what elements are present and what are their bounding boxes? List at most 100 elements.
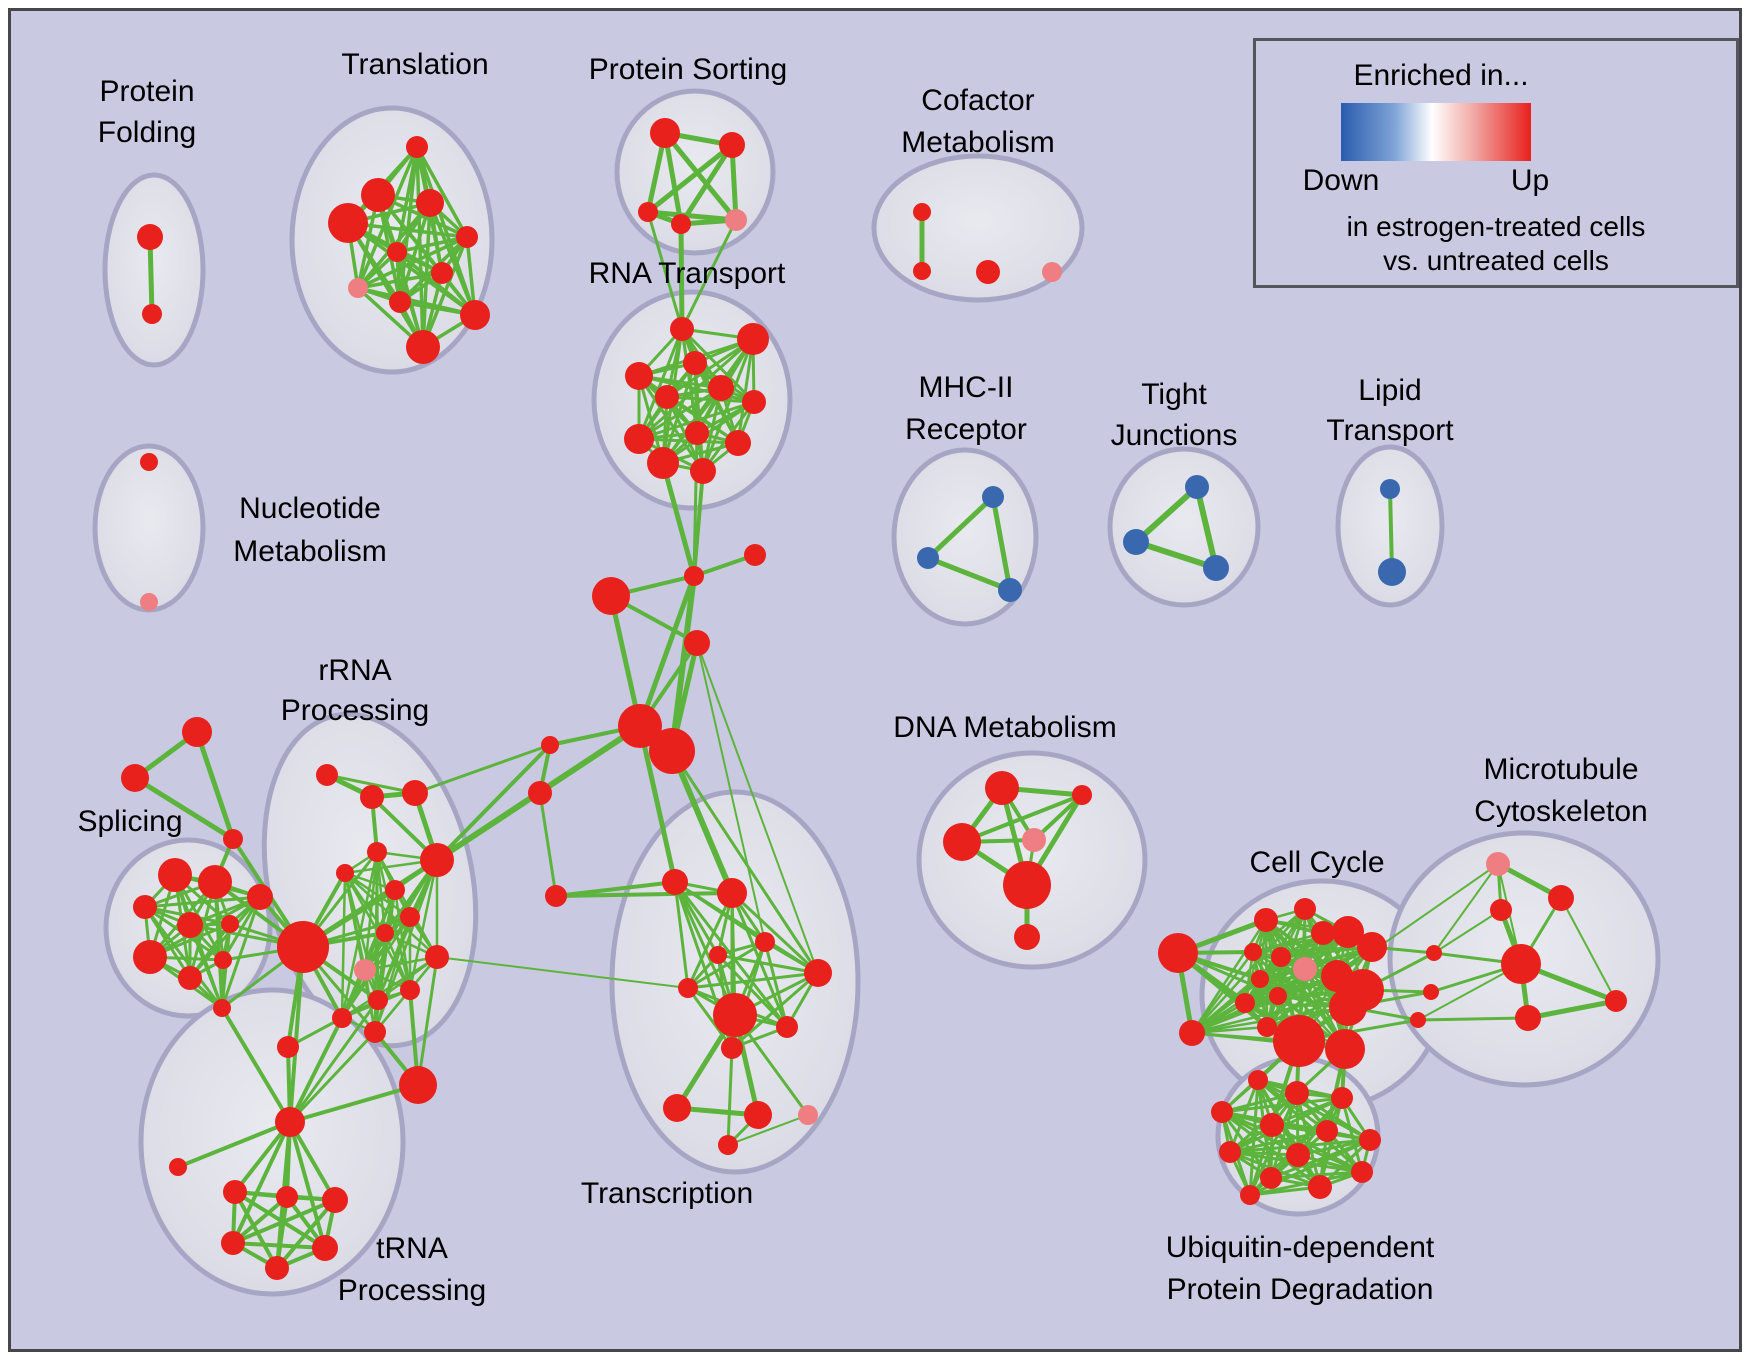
cluster-splicing-label: Splicing	[77, 805, 182, 838]
node-tr8	[721, 1037, 743, 1059]
node-tl2	[416, 189, 444, 217]
edge-u2-u3	[1220, 1096, 1344, 1114]
node-u0	[1248, 1070, 1268, 1090]
node-d2	[943, 823, 981, 861]
node-tl8	[389, 291, 411, 313]
node-mh1	[917, 547, 939, 569]
node-tl4	[456, 226, 478, 248]
node-u10	[1260, 1167, 1282, 1189]
edge-sa-sc	[194, 729, 236, 842]
edge-u3-u9	[1220, 1110, 1364, 1174]
edge-tl5-tl9	[395, 250, 477, 317]
node-t2	[322, 1187, 348, 1213]
node-sp1	[198, 865, 232, 899]
edge-hb-tr4	[670, 749, 820, 975]
cluster-cofactor-metabolism-label: Cofactor	[921, 84, 1034, 117]
edge-mh0-mh2	[990, 494, 1013, 593]
node-r6	[385, 880, 405, 900]
edge-tj0-tj1	[1133, 484, 1200, 545]
edge-ps0-ps4	[662, 130, 739, 223]
edge-r16-r10	[416, 955, 439, 1087]
node-layer	[121, 118, 1627, 1280]
node-hub	[277, 921, 329, 973]
node-u8	[1286, 1143, 1310, 1167]
edge-cc9-cc15	[1190, 977, 1262, 1035]
node-sp2	[133, 895, 157, 919]
node-t1	[276, 1186, 298, 1208]
legend-gradient-bar	[1341, 103, 1531, 161]
node-sp5	[221, 915, 239, 933]
edge-r7-r9	[363, 915, 412, 972]
node-rt11	[690, 458, 716, 484]
edge-u1-u3	[1220, 1091, 1299, 1114]
edge-tr4-c3	[696, 642, 819, 974]
node-nm0	[140, 453, 158, 471]
node-tj2	[1203, 555, 1229, 581]
legend-title: Enriched in...	[1353, 59, 1529, 92]
edge-cc1-cc5	[1251, 907, 1307, 954]
node-sa	[182, 717, 212, 747]
cluster-ubiquitin-degradation-label: Ubiquitin-dependent	[1166, 1231, 1435, 1264]
node-tl6	[431, 262, 453, 284]
node-c1	[684, 566, 704, 586]
node-tr7	[776, 1016, 798, 1038]
node-t0	[223, 1180, 247, 1204]
node-mt0	[1486, 852, 1510, 876]
node-r4	[336, 864, 354, 882]
edge-ps1-ps2	[645, 142, 735, 215]
cluster-protein-folding-ellipse	[102, 172, 206, 368]
node-u4	[1260, 1113, 1284, 1137]
cluster-cofactor-metabolism-label: Metabolism	[901, 126, 1054, 159]
node-r10	[425, 945, 449, 969]
edge-th-t4	[288, 1120, 327, 1250]
node-r3	[367, 842, 387, 862]
node-rt7	[685, 421, 709, 445]
cluster-rrna-processing-label: rRNA	[318, 654, 391, 687]
edge-tr1-tr4	[730, 891, 820, 975]
node-ps0	[650, 118, 680, 148]
edge-mh1-mh2	[925, 555, 1013, 593]
edge-rt0-rt8	[637, 327, 684, 441]
node-tr6	[713, 993, 757, 1037]
edge-tr2-tr7	[763, 940, 789, 1029]
edge-t3-t4	[231, 1241, 327, 1250]
edge-cc4-cc5	[1251, 945, 1374, 954]
legend-box: Enriched in... Down Up in estrogen-treat…	[1253, 38, 1739, 288]
edge-u3-u10	[1220, 1110, 1273, 1180]
node-u7	[1219, 1141, 1241, 1163]
node-r8	[376, 924, 394, 942]
node-ps4	[725, 209, 747, 231]
edge-r10-tr5	[436, 956, 689, 989]
node-tl5	[387, 242, 407, 262]
node-cc0	[1254, 908, 1278, 932]
node-d0	[985, 771, 1019, 805]
edge-lc2-tr1	[554, 891, 734, 898]
node-r7	[400, 907, 420, 927]
edge-rt1-rt9	[736, 337, 755, 445]
node-rt2	[683, 351, 707, 375]
cluster-tight-junctions-ellipse	[1107, 446, 1261, 608]
node-tr10	[744, 1101, 772, 1129]
edge-lc1-lc2	[538, 791, 558, 898]
edge-cc4-cc6	[1279, 945, 1374, 959]
node-t5	[265, 1256, 289, 1280]
node-c0	[744, 544, 766, 566]
edge-tl0-tl7	[356, 145, 419, 290]
node-d4	[1003, 861, 1051, 909]
node-d5	[1014, 924, 1040, 950]
edge-d1-d2	[960, 793, 1084, 844]
edge-u6-u8	[1296, 1138, 1372, 1157]
node-ha	[618, 704, 662, 748]
edge-u1-u10	[1269, 1091, 1299, 1180]
label-layer: Protein Folding Translation Protein Sorting…	[77, 48, 1647, 1307]
node-cc1	[1294, 898, 1316, 920]
edge-r0-r2	[325, 773, 417, 795]
node-lc0	[541, 736, 559, 754]
node-tr3	[709, 946, 727, 964]
node-cc3	[1332, 916, 1364, 948]
node-tr1	[717, 878, 747, 908]
node-ps1	[719, 132, 745, 158]
edge-tr8-tr12	[726, 1046, 734, 1147]
edge-sp3-sp9	[220, 895, 262, 1010]
